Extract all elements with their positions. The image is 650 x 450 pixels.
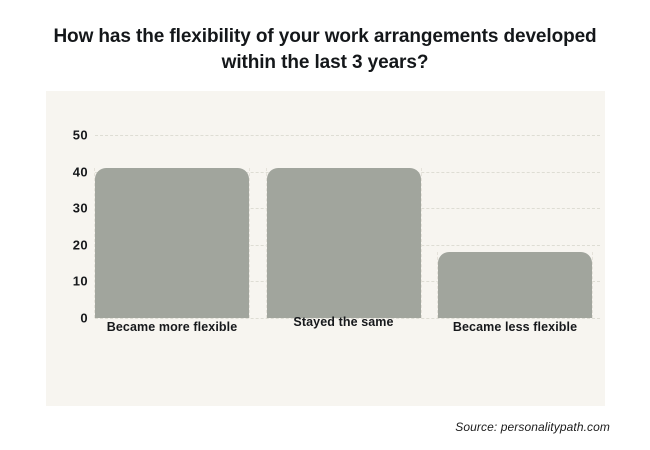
y-tick-label: 50 [72, 127, 88, 143]
category-guide-line [249, 167, 250, 318]
y-tick-label: 30 [72, 200, 88, 216]
chart-title-line-1: How has the flexibility of your work arr… [53, 26, 597, 47]
y-tick-label: 20 [72, 237, 88, 253]
bar [266, 167, 421, 318]
y-tick-label: 0 [80, 310, 88, 326]
y-tick-label: 40 [72, 164, 88, 180]
category-guide-line [94, 167, 95, 318]
chart-title: How has the flexibility of your work arr… [25, 24, 625, 76]
bar [95, 167, 249, 318]
chart-panel: 0 10 20 30 40 50 Became more flexible Stayed t… [46, 91, 605, 406]
gridline [95, 318, 600, 319]
x-category-label: Stayed the same [293, 315, 394, 329]
category-guide-line [265, 167, 267, 318]
gridline [95, 135, 600, 136]
source-credit: Source: personalitypath.com [455, 420, 610, 434]
x-category-label: Became less flexible [452, 320, 578, 334]
x-category-label: Became more flexible [106, 320, 238, 334]
category-guide-line [437, 252, 438, 318]
category-guide-line [592, 252, 593, 318]
y-tick-label: 10 [72, 273, 88, 289]
y-axis: 0 10 20 30 40 50 [46, 129, 88, 325]
x-axis: Became more flexible Stayed the same Becam… [95, 315, 600, 340]
plot-area [94, 135, 600, 319]
bar [438, 252, 592, 318]
chart-title-line-2: within the last 3 years? [221, 52, 429, 73]
category-guide-line [420, 167, 422, 318]
